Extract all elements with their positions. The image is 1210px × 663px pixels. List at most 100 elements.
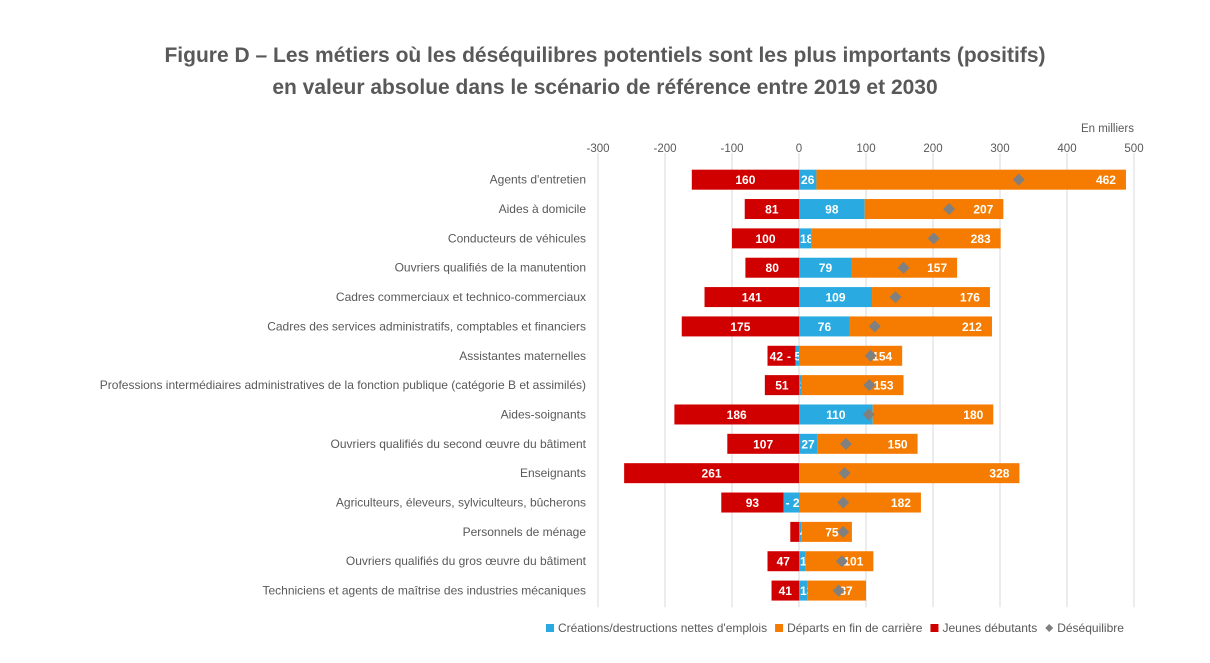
data-label-jeunes: 261	[702, 467, 722, 481]
data-label-departs: 157	[927, 261, 947, 275]
unit-label: En milliers	[1081, 123, 1134, 135]
data-label-jeunes: 41	[779, 584, 793, 598]
data-label-departs: 462	[1096, 173, 1116, 187]
marker-desequilibre	[927, 232, 940, 245]
data-label-jeunes: 160	[735, 173, 755, 187]
bar-creations	[799, 551, 806, 572]
bar-jeunes-debutants	[745, 257, 799, 278]
marker-desequilibre	[839, 437, 852, 450]
bar-jeunes-debutants	[674, 404, 799, 425]
legend-marker	[1045, 624, 1054, 632]
marker-desequilibre	[832, 584, 845, 597]
bar-creations	[799, 433, 818, 454]
legend-swatch	[775, 624, 784, 632]
bar-creations	[799, 169, 817, 190]
bar-departs	[872, 404, 994, 425]
x-tick-label: 100	[856, 143, 875, 155]
data-label-departs: 176	[960, 291, 980, 305]
data-label-departs: 328	[989, 467, 1009, 481]
category-label: Conducteurs de véhicules	[448, 231, 586, 245]
data-label-departs: 150	[888, 437, 908, 451]
data-label-jeunes: 100	[755, 232, 775, 246]
bar-creations	[799, 404, 873, 425]
x-tick-label: 200	[923, 143, 942, 155]
data-label-departs: 212	[962, 320, 982, 334]
bar-jeunes-debutants	[624, 463, 799, 484]
data-label-jeunes: 175	[730, 320, 750, 334]
legend-label: Jeunes débutants	[942, 621, 1037, 635]
bar-departs	[801, 375, 904, 396]
category-label: Aides à domicile	[499, 202, 587, 216]
data-label-creations: - 5	[787, 349, 801, 363]
bar-creations	[799, 580, 808, 601]
data-label-creations: 27	[801, 437, 815, 451]
category-label: Assistantes maternelles	[459, 349, 586, 363]
marker-desequilibre	[862, 408, 875, 421]
bar-departs	[799, 463, 1020, 484]
data-label-departs: 154	[872, 349, 892, 363]
legend-swatch	[546, 624, 554, 632]
bar-departs	[872, 287, 990, 308]
marker-desequilibre	[835, 555, 848, 568]
data-label-creations: 26	[801, 173, 815, 187]
data-label-departs: 180	[963, 408, 983, 422]
data-label-jeunes: 141	[742, 291, 762, 305]
x-tick-label: 400	[1057, 143, 1076, 155]
marker-desequilibre	[943, 203, 956, 216]
data-label-jeunes: 107	[753, 437, 773, 451]
data-label-departs: 75	[825, 525, 839, 539]
category-label: Professions intermédiaires administrativ…	[100, 378, 586, 392]
bar-creations	[795, 345, 799, 366]
bar-jeunes-debutants	[764, 375, 799, 396]
chart-title: Figure D – Les métiers où les déséquilib…	[0, 40, 1210, 104]
data-label-jeunes: 51	[775, 379, 789, 393]
data-label-creations: 79	[819, 261, 833, 275]
category-label: Techniciens et agents de maîtrise des in…	[262, 584, 586, 598]
marker-desequilibre	[897, 261, 910, 274]
marker-desequilibre	[864, 349, 877, 362]
bar-jeunes-debutants	[732, 228, 799, 249]
bar-departs	[799, 345, 903, 366]
bar-departs	[811, 228, 1001, 249]
category-label: Enseignants	[520, 466, 586, 480]
data-label-jeunes: 93	[746, 496, 760, 510]
category-label: Aides-soignants	[501, 407, 586, 421]
x-tick-label: 0	[796, 143, 802, 155]
data-label-creations: 110	[826, 408, 846, 422]
x-tick-label: -100	[720, 143, 743, 155]
x-tick-label: 500	[1124, 143, 1143, 155]
bar-jeunes-debutants	[744, 199, 799, 220]
data-label-creations: 18	[800, 232, 814, 246]
category-label: Cadres des services administratifs, comp…	[267, 319, 586, 333]
marker-desequilibre	[1012, 173, 1025, 186]
category-label: Cadres commerciaux et technico-commercia…	[336, 290, 586, 304]
bar-jeunes-debutants	[721, 492, 784, 513]
x-tick-label: -300	[586, 143, 609, 155]
legend-swatch	[930, 624, 939, 632]
bar-creations	[799, 463, 800, 484]
marker-desequilibre	[868, 320, 881, 333]
title-line-1: Figure D – Les métiers où les déséquilib…	[164, 44, 1046, 67]
legend-label: Déséquilibre	[1057, 621, 1124, 635]
bar-creations	[799, 257, 852, 278]
bar-jeunes-debutants	[767, 551, 799, 572]
marker-desequilibre	[838, 467, 851, 480]
data-label-creations: 76	[818, 320, 832, 334]
data-label-jeunes: 80	[766, 261, 780, 275]
bar-creations	[799, 316, 850, 337]
data-label-jeunes: 186	[727, 408, 747, 422]
data-label-creations: 109	[825, 291, 845, 305]
data-label-jeunes: 47	[777, 555, 791, 569]
data-label-jeunes: 42	[770, 349, 784, 363]
category-label: Agents d'entretien	[490, 173, 586, 187]
bar-jeunes-debutants	[767, 345, 796, 366]
data-label-departs: 182	[891, 496, 911, 510]
bar-jeunes-debutants	[691, 169, 799, 190]
bar-departs	[816, 169, 1126, 190]
marker-desequilibre	[837, 496, 850, 509]
legend-label: Départs en fin de carrière	[787, 621, 923, 635]
bar-creations	[799, 287, 873, 308]
bar-jeunes-debutants	[771, 580, 799, 601]
category-label: Agriculteurs, éleveurs, sylviculteurs, b…	[336, 496, 586, 510]
category-label: Ouvriers qualifiés du gros œuvre du bâti…	[346, 554, 587, 568]
